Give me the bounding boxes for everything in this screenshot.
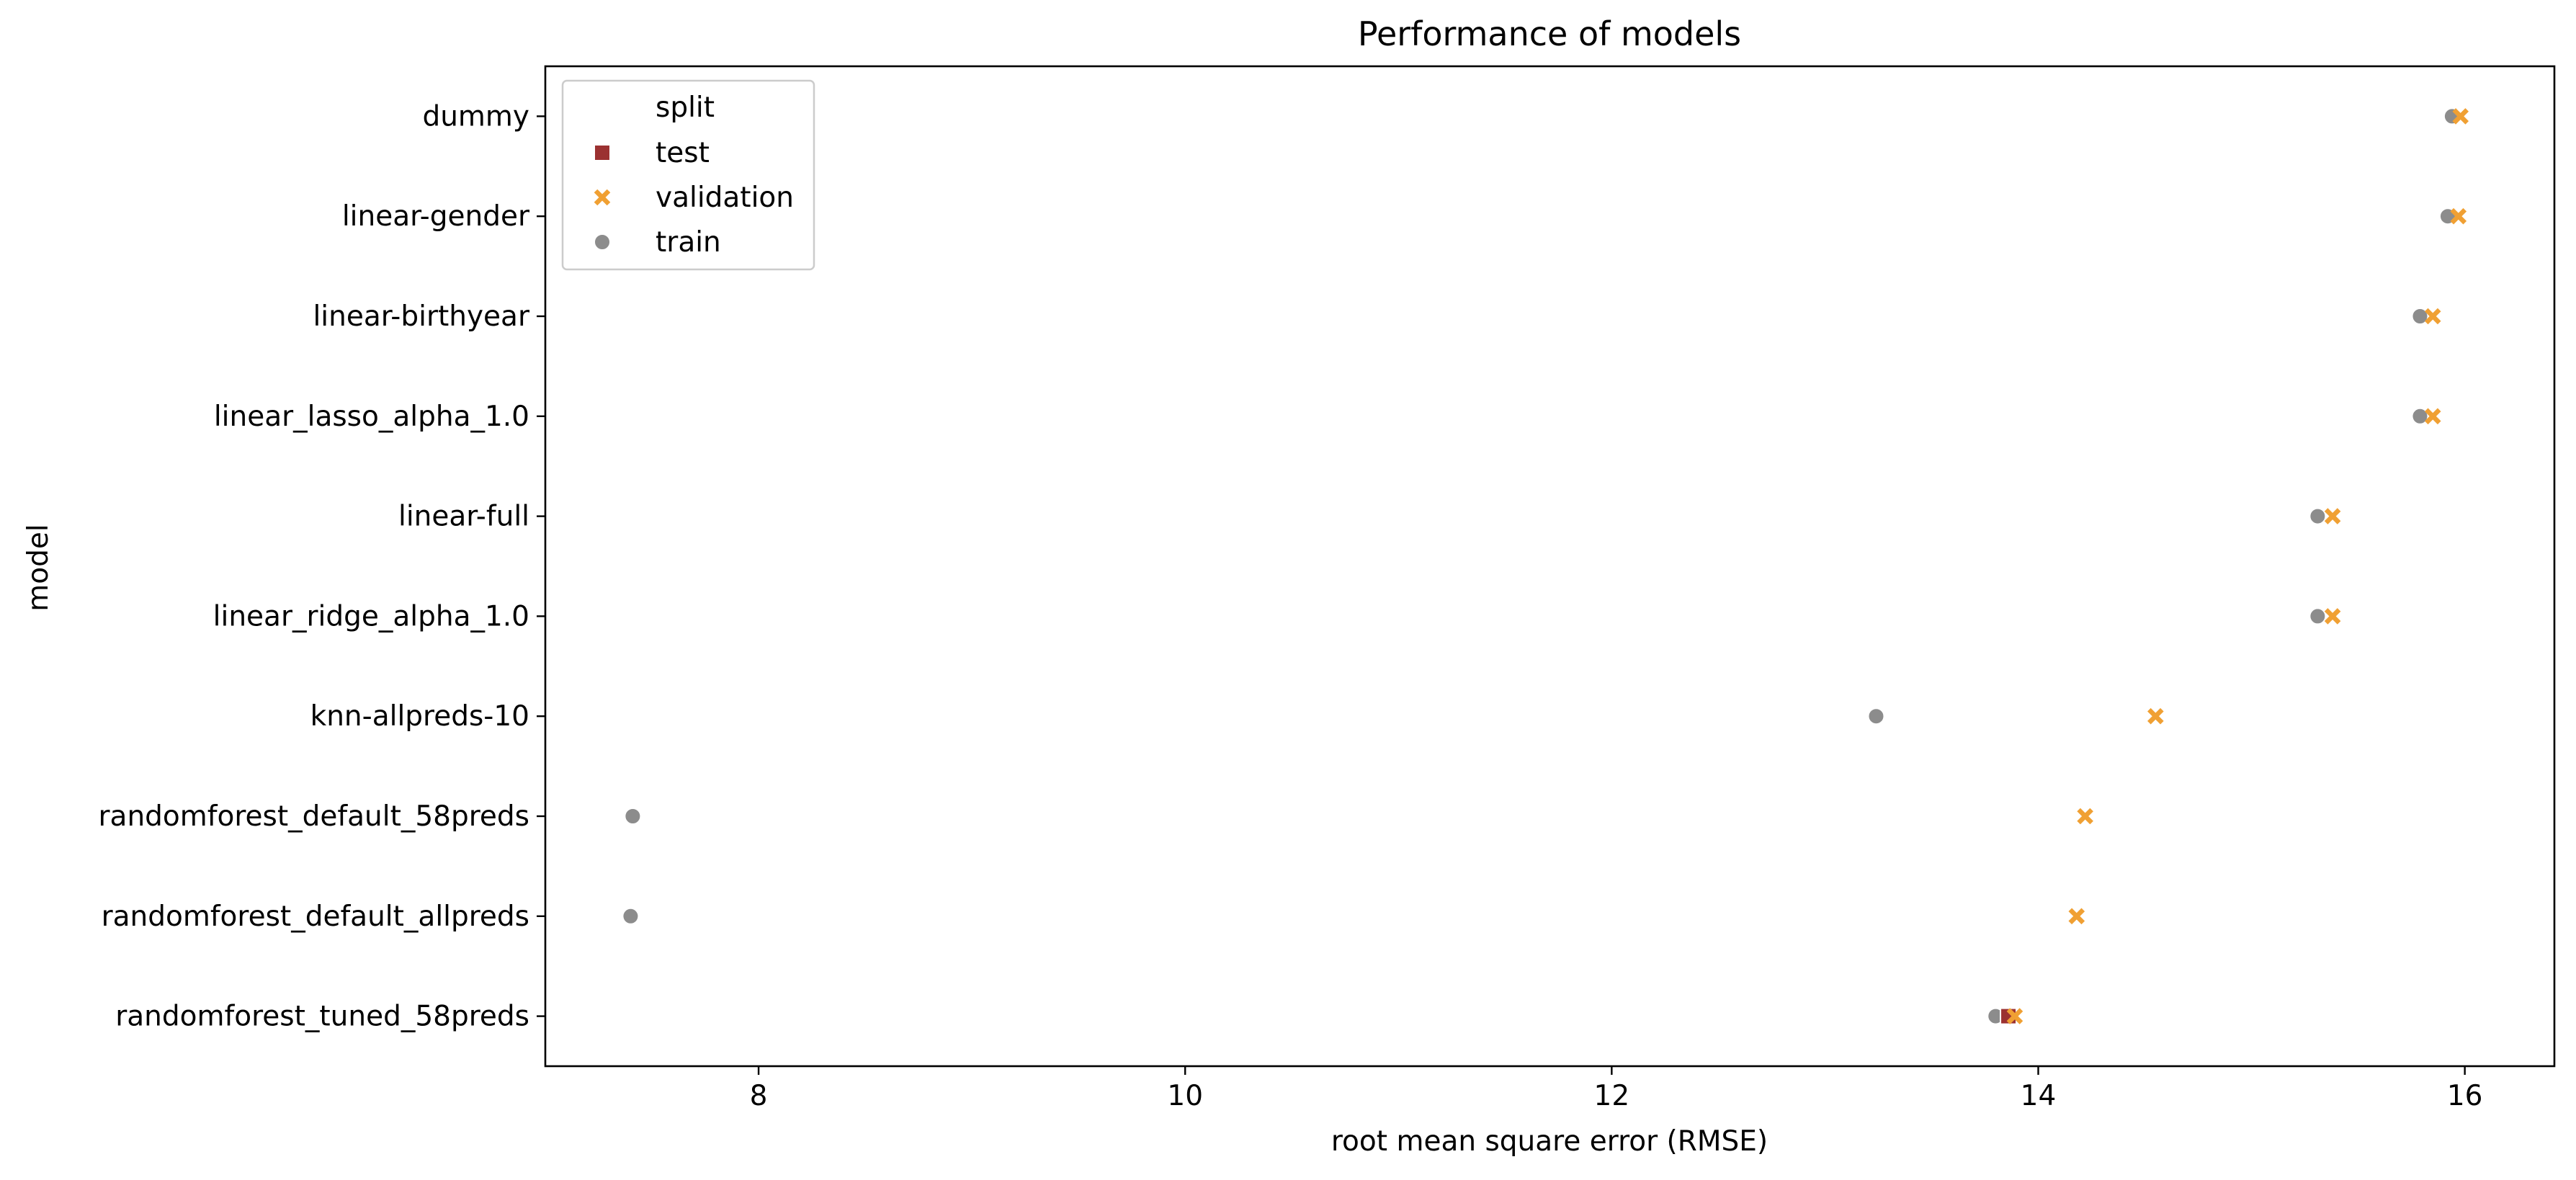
data-point-validation — [2424, 408, 2441, 425]
y-tick-label: dummy — [422, 100, 529, 133]
legend: split test validation train — [561, 79, 815, 271]
y-tick-label: linear_lasso_alpha_1.0 — [214, 401, 529, 433]
data-point-train — [622, 907, 640, 925]
y-axis-ticks: dummy linear-gender linear-birthyear linear… — [99, 100, 545, 1033]
data-point-validation — [2324, 508, 2341, 524]
data-point-train — [624, 808, 642, 825]
legend-label: test — [656, 137, 710, 169]
y-tick-label: linear-birthyear — [313, 300, 530, 333]
data-point-validation — [2324, 608, 2341, 625]
y-axis-label: model — [22, 524, 55, 611]
data-point-train — [2411, 407, 2429, 425]
plot-frame — [544, 65, 2556, 1068]
data-point-train — [1867, 707, 1885, 725]
x-tick-label: 8 — [750, 1080, 768, 1112]
data-point-validation — [2077, 808, 2093, 825]
data-point-validation — [2452, 108, 2469, 125]
x-axis-label: root mean square error (RMSE) — [1331, 1125, 1768, 1158]
data-point-validation — [2450, 207, 2467, 225]
y-tick-label: randomforest_tuned_58preds — [115, 1001, 529, 1033]
chart-marks — [622, 107, 2469, 1025]
legend-label: validation — [656, 182, 794, 214]
x-tick-label: 14 — [2021, 1080, 2057, 1112]
data-point-train — [2411, 308, 2429, 325]
legend-marker-train — [594, 233, 611, 251]
x-tick-label: 12 — [1594, 1080, 1630, 1112]
legend-box — [561, 79, 815, 271]
y-tick-label: linear-full — [398, 501, 529, 533]
data-point-train — [2309, 507, 2327, 525]
x-axis-ticks: 8 10 12 14 16 — [750, 1066, 2483, 1112]
data-point-validation — [2424, 308, 2441, 325]
y-tick-label: knn-allpreds-10 — [310, 700, 529, 733]
legend-title: split — [656, 91, 715, 124]
legend-entries: test validation train — [594, 137, 794, 259]
data-point-validation — [2006, 1008, 2023, 1024]
data-point-train — [2309, 607, 2327, 625]
x-tick-label: 10 — [1167, 1080, 1203, 1112]
y-tick-label: randomforest_default_58preds — [99, 800, 529, 833]
data-point-validation — [2147, 707, 2164, 725]
y-tick-label: linear-gender — [342, 200, 530, 233]
legend-marker-test — [594, 144, 611, 161]
y-tick-label: linear_ridge_alpha_1.0 — [213, 600, 529, 633]
x-tick-label: 16 — [2447, 1080, 2483, 1112]
legend-label: train — [656, 226, 721, 259]
data-point-validation — [2068, 908, 2085, 925]
legend-marker-validation — [594, 189, 611, 206]
y-tick-label: randomforest_default_allpreds — [102, 900, 529, 933]
chart-title: Performance of models — [1358, 14, 1741, 53]
